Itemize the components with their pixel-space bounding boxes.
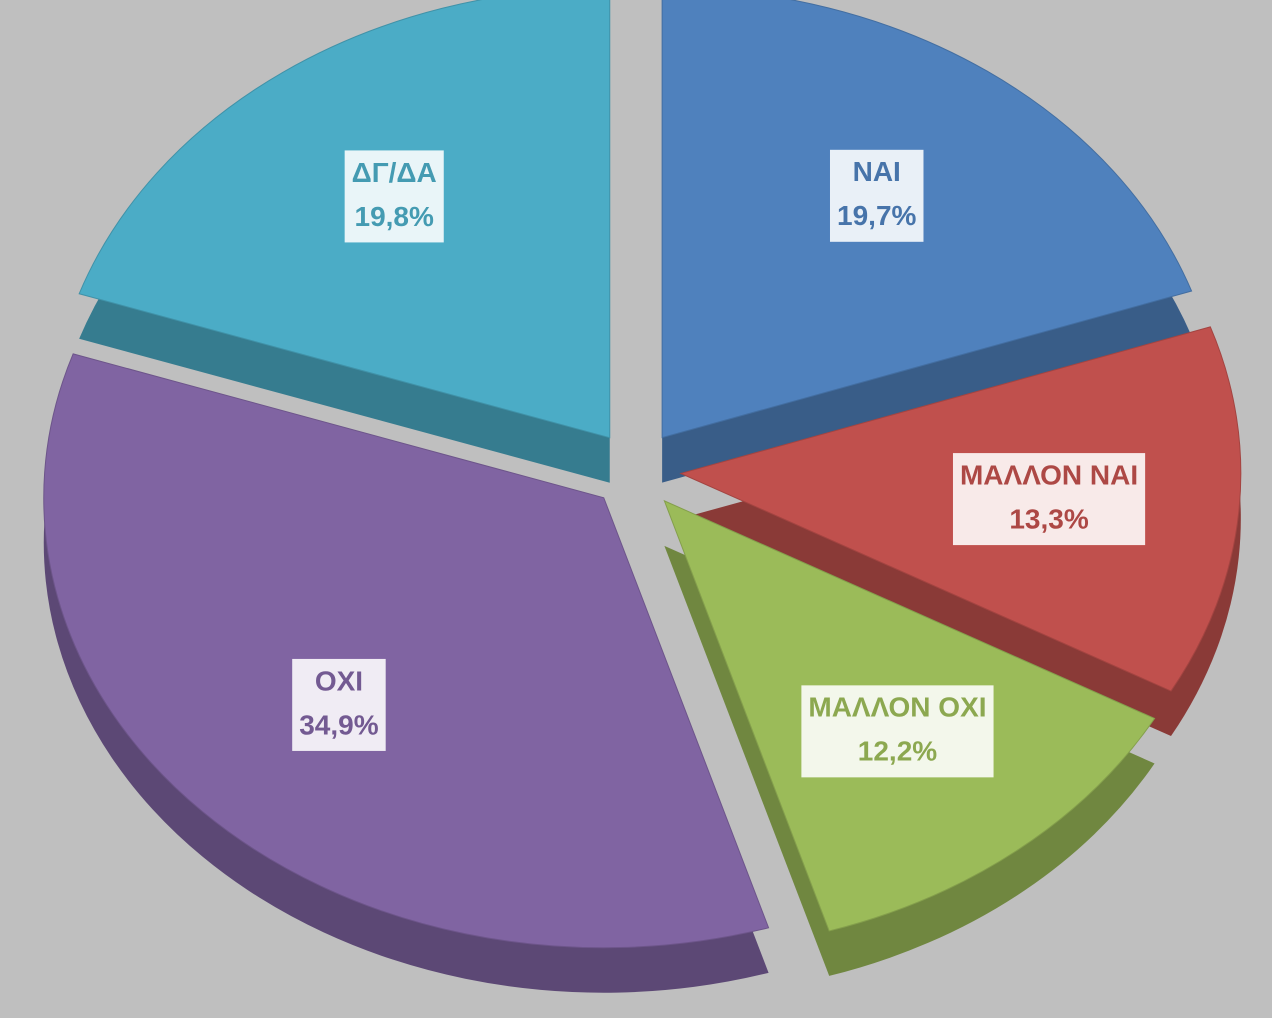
slice — [78, 0, 611, 439]
label-category: ΝΑΙ — [853, 156, 901, 187]
label-box — [344, 150, 444, 243]
label-category: ΜΑΛΛΟΝ ΝΑΙ — [960, 459, 1138, 490]
slice — [661, 0, 1193, 439]
label-value: 13,3% — [1009, 503, 1088, 534]
label-category: ΜΑΛΛΟΝ ΟΧΙ — [808, 692, 986, 723]
data-label: ΜΑΛΛΟΝ ΟΧΙ 12,2% — [801, 685, 994, 778]
label-box — [292, 658, 386, 751]
data-label: ΔΓ/ΔΑ 19,8% — [344, 150, 444, 243]
label-value: 34,9% — [299, 709, 378, 740]
label-category: ΟΧΙ — [315, 665, 363, 696]
data-label: ΝΑΙ 19,7% — [829, 149, 924, 242]
label-box — [801, 685, 994, 778]
label-value: 19,7% — [837, 200, 916, 231]
data-label: ΜΑΛΛΟΝ ΝΑΙ 13,3% — [952, 453, 1146, 546]
label-value: 19,8% — [355, 201, 434, 232]
label-category: ΔΓ/ΔΑ — [352, 157, 437, 188]
data-label: ΟΧΙ 34,9% — [292, 658, 386, 751]
label-box — [952, 453, 1146, 546]
label-value: 12,2% — [858, 736, 937, 767]
slice — [43, 353, 770, 949]
label-box — [829, 149, 924, 242]
